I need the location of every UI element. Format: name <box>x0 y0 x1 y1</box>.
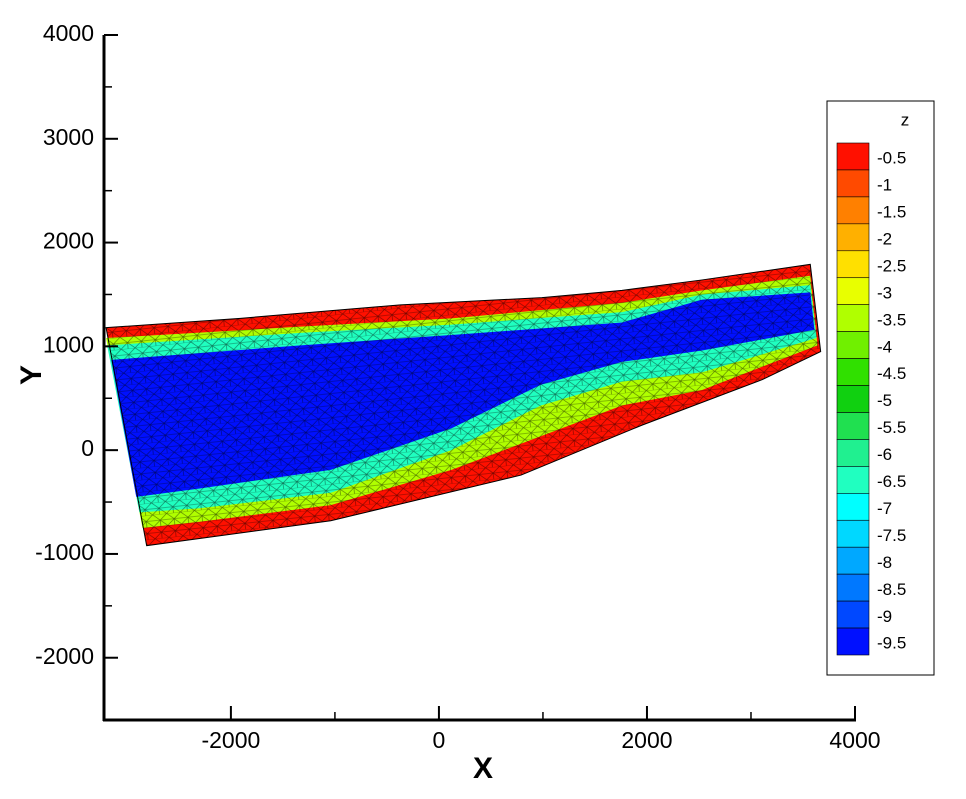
legend-swatch <box>836 358 870 386</box>
legend-label: -5 <box>877 391 892 410</box>
x-tick-label: 0 <box>433 727 446 753</box>
legend-swatch <box>836 627 870 656</box>
legend-label: -0.5 <box>877 149 906 168</box>
y-tick-label: 3000 <box>43 124 94 150</box>
legend-swatch <box>836 439 870 467</box>
y-tick-label: 2000 <box>43 228 94 254</box>
legend-label: -8.5 <box>877 580 906 599</box>
legend-swatch <box>836 223 870 252</box>
y-tick-label: 0 <box>81 435 94 461</box>
y-tick-label: 1000 <box>43 331 94 357</box>
legend-swatch <box>836 493 870 521</box>
legend-swatch <box>836 169 870 198</box>
legend-swatch <box>836 385 870 413</box>
y-tick-label: -1000 <box>35 539 94 565</box>
legend-label: -6.5 <box>877 472 906 491</box>
legend-label: -4.5 <box>877 364 906 383</box>
legend-swatch <box>836 331 870 359</box>
legend-label: -2.5 <box>877 256 906 275</box>
x-tick-label: 2000 <box>621 727 672 753</box>
legend-swatch <box>836 600 870 629</box>
legend-label: -5.5 <box>877 418 906 437</box>
legend-swatch <box>836 277 870 305</box>
legend-label: -1.5 <box>877 203 906 222</box>
legend-label: -6 <box>877 445 892 464</box>
x-tick-label: 4000 <box>829 727 880 753</box>
legend-swatch <box>836 250 870 279</box>
legend-swatch <box>836 142 870 171</box>
y-axis-label: Y <box>15 365 48 385</box>
legend-swatch <box>836 573 870 602</box>
legend-swatch <box>836 546 870 575</box>
legend-label: -3 <box>877 283 892 302</box>
y-tick-label: 4000 <box>43 20 94 46</box>
legend-label: -8 <box>877 553 892 572</box>
legend-title: z <box>901 110 910 129</box>
legend-swatch <box>836 304 870 332</box>
x-axis-label: X <box>473 752 493 785</box>
legend-label: -7.5 <box>877 526 906 545</box>
y-tick-label: -2000 <box>35 643 94 669</box>
legend-swatch <box>836 412 870 440</box>
mesh-overlay <box>105 263 822 547</box>
legend-label: -9 <box>877 607 892 626</box>
contour-field <box>105 263 822 547</box>
legend-swatch <box>836 466 870 494</box>
legend-label: -1 <box>877 176 892 195</box>
legend-label: -4 <box>877 337 892 356</box>
legend-label: -7 <box>877 499 892 518</box>
legend-label: -2 <box>877 229 892 248</box>
legend-swatch <box>836 519 870 548</box>
legend-swatch <box>836 196 870 225</box>
legend-label: -9.5 <box>877 634 906 653</box>
legend-label: -3.5 <box>877 310 906 329</box>
x-tick-label: -2000 <box>201 727 260 753</box>
